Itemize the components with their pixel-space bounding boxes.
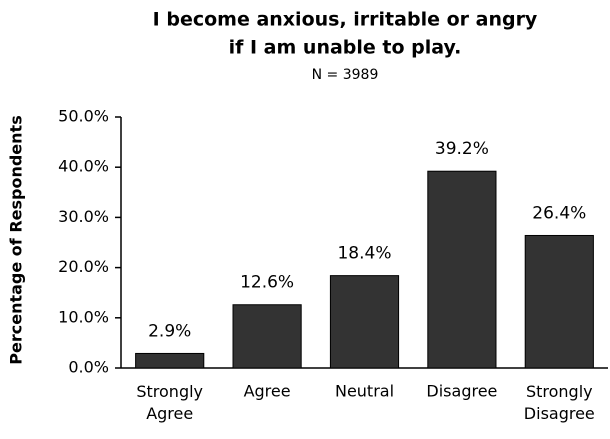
x-tick-label: Neutral <box>335 382 394 401</box>
y-axis-label: Percentage of Respondents <box>7 115 26 364</box>
value-label: 26.4% <box>532 203 586 223</box>
x-tick-label: Strongly Disagree <box>524 382 595 423</box>
y-tick-label: 50.0% <box>58 107 109 126</box>
bar <box>135 352 205 369</box>
chart-title: I become anxious, irritable or angry <box>153 9 538 31</box>
value-label: 12.6% <box>240 273 294 293</box>
chart-title: if I am unable to play. <box>229 37 462 59</box>
bar <box>524 234 594 369</box>
bar <box>427 170 497 369</box>
x-tick-label: Disagree <box>426 382 497 401</box>
y-tick-label: 0.0% <box>68 358 109 377</box>
y-tick-label: 10.0% <box>58 307 109 326</box>
bar <box>232 304 302 369</box>
value-label: 39.2% <box>435 139 489 159</box>
y-tick-label: 20.0% <box>58 257 109 276</box>
value-label: 2.9% <box>148 321 191 341</box>
chart-subtitle: N = 3989 <box>312 67 379 83</box>
x-tick-label: Strongly Agree <box>136 382 203 423</box>
y-tick-label: 40.0% <box>58 157 109 176</box>
y-tick-label: 30.0% <box>58 207 109 226</box>
bar <box>329 275 400 369</box>
x-tick-label: Agree <box>244 382 291 401</box>
value-label: 18.4% <box>337 244 391 264</box>
